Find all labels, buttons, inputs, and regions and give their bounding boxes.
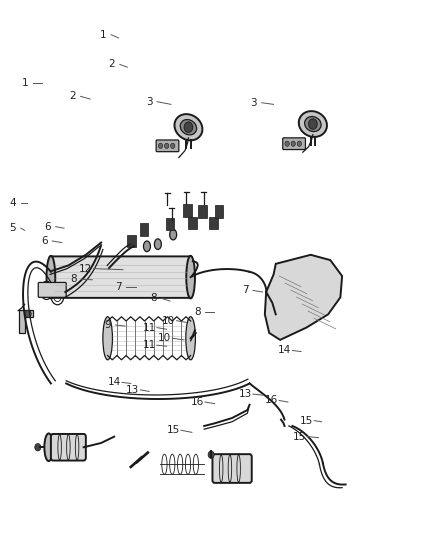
- Polygon shape: [265, 255, 342, 340]
- Text: 1: 1: [100, 30, 106, 40]
- Bar: [140, 223, 148, 236]
- Ellipse shape: [170, 229, 177, 240]
- Circle shape: [208, 451, 214, 458]
- Ellipse shape: [174, 114, 202, 140]
- Text: 16: 16: [265, 395, 278, 406]
- Text: 11: 11: [142, 340, 156, 350]
- Bar: [127, 235, 136, 247]
- Bar: [183, 204, 192, 217]
- Ellipse shape: [186, 256, 195, 298]
- FancyBboxPatch shape: [283, 138, 305, 150]
- Circle shape: [170, 143, 175, 149]
- Circle shape: [25, 310, 31, 318]
- Text: 5: 5: [10, 223, 16, 233]
- Text: 4: 4: [10, 198, 16, 208]
- Text: 16: 16: [191, 397, 204, 407]
- Text: 14: 14: [108, 377, 121, 387]
- Circle shape: [297, 141, 301, 147]
- Text: 8: 8: [71, 274, 78, 284]
- Text: 13: 13: [126, 385, 139, 395]
- Text: 3: 3: [251, 98, 257, 108]
- Ellipse shape: [154, 239, 161, 249]
- Text: 15: 15: [166, 425, 180, 435]
- Text: 8: 8: [150, 293, 157, 303]
- Text: 3: 3: [146, 96, 152, 107]
- Bar: [198, 205, 207, 218]
- Bar: [166, 217, 174, 230]
- Polygon shape: [19, 310, 33, 333]
- Text: 14: 14: [278, 345, 291, 356]
- Bar: [188, 216, 197, 229]
- Text: 7: 7: [115, 282, 122, 292]
- Text: 10: 10: [162, 316, 175, 326]
- Bar: [215, 205, 223, 218]
- Circle shape: [285, 141, 289, 147]
- Text: 11: 11: [142, 322, 156, 333]
- FancyBboxPatch shape: [156, 140, 179, 152]
- Circle shape: [158, 143, 162, 149]
- Text: 2: 2: [109, 60, 115, 69]
- Ellipse shape: [299, 111, 327, 137]
- Bar: [209, 216, 218, 229]
- Ellipse shape: [46, 256, 55, 298]
- Ellipse shape: [180, 119, 197, 135]
- Ellipse shape: [305, 117, 321, 132]
- FancyBboxPatch shape: [212, 454, 252, 483]
- Circle shape: [291, 141, 295, 147]
- Text: 7: 7: [242, 286, 248, 295]
- Text: 12: 12: [79, 264, 92, 273]
- Ellipse shape: [186, 317, 195, 360]
- Ellipse shape: [103, 317, 113, 360]
- Circle shape: [35, 443, 41, 451]
- Text: 15: 15: [300, 416, 313, 426]
- Text: 13: 13: [239, 389, 252, 399]
- Text: 6: 6: [45, 222, 51, 232]
- Circle shape: [308, 119, 317, 130]
- Text: 9: 9: [104, 320, 111, 330]
- Circle shape: [184, 122, 193, 133]
- Circle shape: [164, 143, 169, 149]
- Text: 10: 10: [158, 333, 171, 343]
- Text: 1: 1: [21, 78, 28, 88]
- Text: 15: 15: [293, 432, 307, 442]
- FancyBboxPatch shape: [38, 282, 66, 297]
- FancyBboxPatch shape: [49, 256, 192, 298]
- Text: 2: 2: [69, 91, 76, 101]
- FancyBboxPatch shape: [51, 434, 86, 461]
- Text: 8: 8: [194, 306, 201, 317]
- Text: 6: 6: [41, 236, 48, 246]
- Ellipse shape: [44, 433, 53, 461]
- Ellipse shape: [144, 241, 150, 252]
